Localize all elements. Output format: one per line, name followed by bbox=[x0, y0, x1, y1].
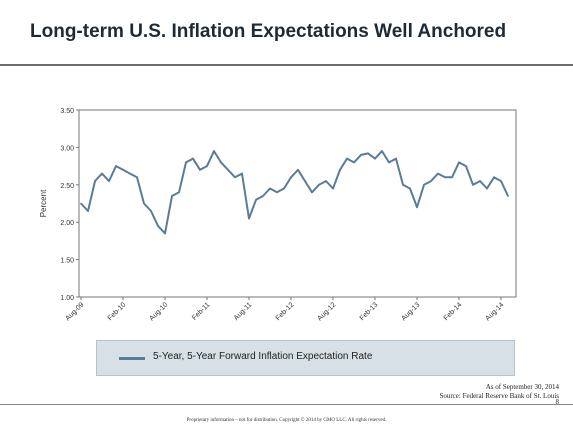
source-note: Source: Federal Reserve Bank of St. Loui… bbox=[439, 392, 559, 400]
data-point bbox=[276, 191, 278, 194]
data-point bbox=[115, 165, 117, 167]
slide-title: Long-term U.S. Inflation Expectations We… bbox=[30, 21, 507, 42]
data-point bbox=[108, 180, 110, 182]
data-point bbox=[423, 184, 425, 186]
y-tick-label: 3.00 bbox=[60, 145, 74, 152]
data-point bbox=[353, 161, 355, 164]
data-point bbox=[255, 198, 257, 201]
data-point bbox=[381, 150, 383, 152]
data-point bbox=[402, 184, 404, 186]
data-point bbox=[192, 157, 194, 160]
series-line bbox=[80, 150, 509, 235]
y-axis-label: Percent bbox=[39, 189, 48, 217]
data-point bbox=[87, 210, 89, 212]
data-point bbox=[164, 232, 166, 235]
chart-legend: 5-Year, 5-Year Forward Inflation Expecta… bbox=[96, 340, 515, 376]
data-point bbox=[101, 172, 103, 175]
legend-label: 5-Year, 5-Year Forward Inflation Expecta… bbox=[153, 351, 373, 362]
data-point bbox=[178, 191, 180, 194]
data-point bbox=[318, 184, 320, 186]
data-point bbox=[451, 176, 453, 179]
data-point bbox=[458, 161, 460, 164]
page-number: 8 bbox=[555, 398, 560, 406]
data-point bbox=[248, 217, 250, 220]
data-point bbox=[437, 172, 439, 175]
data-point bbox=[339, 169, 341, 171]
x-tick-label: Aug-12 bbox=[316, 301, 337, 322]
data-point bbox=[416, 206, 418, 209]
data-point bbox=[479, 180, 481, 182]
data-point bbox=[325, 180, 327, 182]
data-point bbox=[122, 169, 124, 171]
data-point bbox=[283, 187, 285, 190]
data-point bbox=[185, 161, 187, 164]
as-of-date: As of September 30, 2014 bbox=[485, 383, 559, 391]
footer-divider bbox=[0, 404, 573, 405]
data-point bbox=[493, 176, 495, 179]
data-point bbox=[269, 187, 271, 190]
data-point bbox=[297, 169, 299, 171]
y-tick-label: 3.50 bbox=[60, 108, 74, 115]
x-tick-label: Aug-09 bbox=[64, 301, 85, 322]
y-tick-label: 2.50 bbox=[60, 183, 74, 190]
data-point bbox=[360, 154, 362, 156]
y-tick-label: 1.00 bbox=[60, 295, 74, 302]
title-divider bbox=[0, 64, 573, 66]
data-point bbox=[409, 187, 411, 190]
data-point bbox=[430, 180, 432, 182]
x-tick-label: Feb-11 bbox=[191, 301, 211, 321]
data-point bbox=[220, 161, 222, 164]
data-point bbox=[213, 150, 215, 152]
data-point bbox=[206, 165, 208, 167]
data-point bbox=[241, 172, 243, 175]
x-tick-label: Aug-13 bbox=[400, 301, 421, 322]
plot-frame bbox=[78, 109, 517, 298]
line-chart: 1.00 1.50 2.00 2.50 3.00 3.50 Percent Aug-09 Feb… bbox=[39, 108, 517, 322]
data-point bbox=[234, 176, 236, 179]
data-point bbox=[472, 184, 474, 186]
copyright-footer: Proprietary information – not for distri… bbox=[186, 418, 387, 423]
data-point bbox=[80, 202, 82, 205]
data-point bbox=[500, 180, 502, 182]
data-point bbox=[395, 157, 397, 160]
data-point bbox=[136, 176, 138, 179]
y-tick-label: 1.50 bbox=[60, 258, 74, 265]
data-point bbox=[157, 225, 159, 227]
data-point bbox=[262, 195, 264, 197]
data-point bbox=[388, 161, 390, 164]
legend-swatch bbox=[119, 357, 145, 360]
data-point bbox=[150, 210, 152, 212]
data-point bbox=[143, 202, 145, 205]
data-point bbox=[465, 165, 467, 167]
data-point bbox=[171, 195, 173, 197]
data-point bbox=[444, 176, 446, 179]
data-point bbox=[486, 187, 488, 190]
x-tick-label: Feb-14 bbox=[443, 301, 464, 322]
x-tick-label: Aug-11 bbox=[233, 301, 254, 322]
data-point bbox=[507, 195, 509, 197]
x-tick-label: Aug-10 bbox=[148, 301, 169, 322]
data-point bbox=[290, 176, 292, 179]
x-tick-label: Feb-12 bbox=[275, 301, 296, 322]
data-point bbox=[227, 169, 229, 171]
x-tick-label: Aug-14 bbox=[484, 301, 505, 322]
data-point bbox=[367, 152, 369, 155]
x-tick-label: Feb-10 bbox=[107, 301, 128, 322]
y-tick-label: 2.00 bbox=[60, 220, 74, 227]
data-point bbox=[129, 172, 131, 175]
data-point bbox=[311, 191, 313, 194]
data-point bbox=[332, 187, 334, 190]
data-point bbox=[346, 157, 348, 160]
data-point bbox=[374, 157, 376, 160]
x-tick-label: Feb-13 bbox=[359, 301, 380, 322]
data-point bbox=[199, 169, 201, 171]
data-point bbox=[304, 180, 306, 182]
data-point bbox=[94, 180, 96, 182]
